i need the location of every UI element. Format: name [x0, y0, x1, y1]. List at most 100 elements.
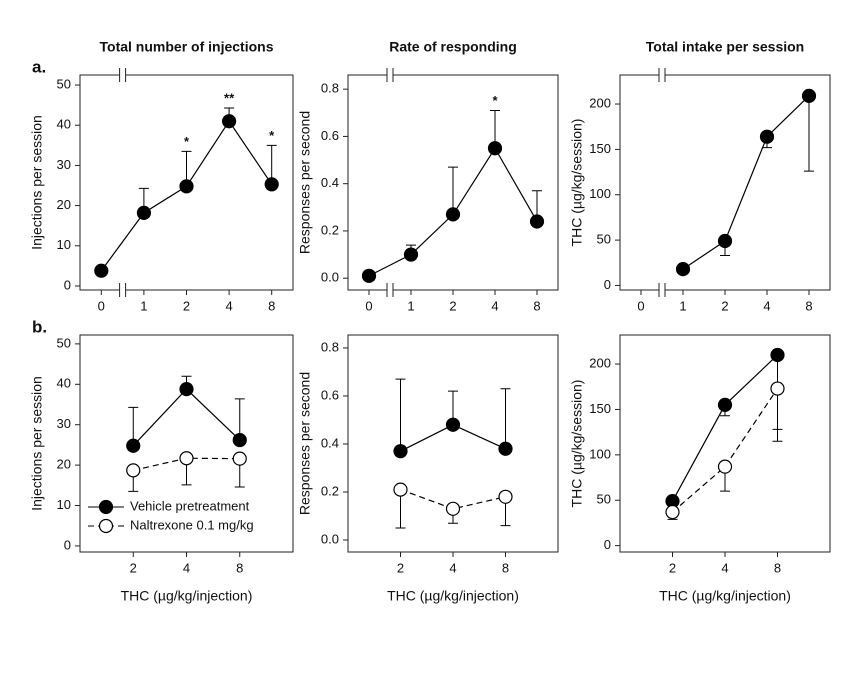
- x-tick-label: 1: [407, 298, 414, 313]
- series-line: [672, 388, 778, 513]
- error-bar: [395, 378, 406, 452]
- data-point: [232, 451, 247, 466]
- x-tick-label: 2: [183, 298, 190, 313]
- x-tick-label: 4: [183, 560, 190, 575]
- significance-mark: *: [492, 93, 498, 108]
- y-axis-label: Injections per session: [29, 115, 45, 250]
- x-tick-label: 0: [98, 298, 105, 313]
- y-tick-label: 30: [57, 416, 71, 431]
- data-point: [403, 247, 419, 262]
- y-tick-label: 0.0: [321, 270, 339, 285]
- data-point: [445, 417, 461, 432]
- x-tick-label: 0: [365, 298, 372, 313]
- x-tick-label: 8: [502, 560, 509, 575]
- data-point: [770, 381, 785, 396]
- legend-marker: [98, 518, 114, 534]
- axis-break-gap: [387, 73, 393, 77]
- axis-break-gap: [119, 73, 126, 77]
- x-axis-label: THC (µg/kg/injection): [659, 588, 791, 604]
- data-point: [529, 214, 545, 229]
- x-tick-label: 2: [449, 298, 456, 313]
- y-tick-label: 50: [597, 492, 611, 507]
- data-point: [487, 141, 503, 156]
- y-tick-label: 150: [589, 401, 611, 416]
- error-bar: [448, 166, 458, 215]
- y-tick-label: 10: [57, 497, 71, 512]
- data-point: [498, 441, 513, 456]
- y-tick-label: 150: [589, 141, 611, 156]
- chart-title: Total number of injections: [100, 39, 274, 55]
- x-tick-label: 8: [236, 560, 243, 575]
- data-point: [179, 451, 194, 466]
- y-axis-label: Responses per second: [297, 111, 313, 254]
- y-tick-label: 0: [64, 277, 71, 292]
- axis-break-gap: [659, 73, 665, 77]
- x-tick-label: 4: [491, 298, 498, 313]
- panel-label: a.: [32, 57, 46, 76]
- y-tick-label: 0: [604, 537, 611, 552]
- x-tick-label: 4: [721, 560, 728, 575]
- data-point: [770, 347, 785, 363]
- error-bar: [500, 388, 511, 449]
- y-axis-label: Responses per second: [297, 372, 313, 515]
- y-tick-label: 20: [57, 457, 71, 472]
- data-point: [445, 207, 461, 222]
- x-tick-label: 8: [268, 298, 275, 313]
- y-tick-label: 50: [57, 335, 71, 350]
- y-tick-label: 40: [57, 117, 71, 132]
- x-tick-label: 4: [449, 560, 456, 575]
- x-tick-label: 2: [669, 560, 676, 575]
- data-point: [126, 463, 141, 478]
- x-tick-label: 0: [637, 298, 644, 313]
- x-tick-label: 1: [679, 298, 686, 313]
- data-point: [361, 268, 377, 283]
- chart-title: Total intake per session: [646, 39, 804, 55]
- x-tick-label: 1: [140, 298, 147, 313]
- y-tick-label: 0.6: [321, 387, 339, 402]
- y-tick-label: 0.4: [321, 435, 339, 450]
- y-axis-label: THC (µg/kg/session): [569, 119, 585, 247]
- axis-break-gap: [387, 288, 393, 292]
- y-tick-label: 0.0: [321, 531, 339, 546]
- y-tick-label: 50: [57, 76, 71, 91]
- data-point: [665, 504, 680, 520]
- error-bar: [804, 95, 814, 172]
- data-point: [498, 489, 513, 504]
- data-point: [222, 114, 237, 129]
- x-tick-label: 8: [805, 298, 812, 313]
- data-point: [717, 397, 733, 413]
- y-tick-label: 200: [589, 355, 611, 370]
- y-tick-label: 20: [57, 197, 71, 212]
- x-tick-label: 4: [763, 298, 770, 313]
- y-tick-label: 100: [589, 186, 611, 201]
- y-tick-label: 0: [64, 537, 71, 552]
- y-tick-label: 30: [57, 157, 71, 172]
- data-point: [717, 233, 733, 249]
- x-tick-label: 2: [130, 560, 137, 575]
- data-point: [232, 432, 247, 448]
- y-tick-label: 0.6: [321, 128, 339, 143]
- y-tick-label: 50: [597, 232, 611, 247]
- axis-break-gap: [119, 288, 126, 292]
- y-tick-label: 0.2: [321, 483, 339, 498]
- x-tick-label: 4: [225, 298, 232, 313]
- y-tick-label: 10: [57, 237, 71, 252]
- x-tick-label: 2: [397, 560, 404, 575]
- significance-mark: *: [184, 134, 190, 149]
- significance-mark: *: [269, 128, 275, 143]
- x-tick-label: 8: [774, 560, 781, 575]
- y-axis-label: THC (µg/kg/session): [569, 380, 585, 508]
- data-point: [264, 177, 279, 192]
- y-tick-label: 40: [57, 376, 71, 391]
- y-tick-label: 0.4: [321, 175, 339, 190]
- significance-mark: **: [224, 90, 235, 105]
- data-point: [801, 88, 817, 103]
- y-tick-label: 0: [604, 277, 611, 292]
- data-point: [393, 444, 408, 459]
- data-point: [717, 459, 733, 474]
- data-point: [759, 129, 775, 144]
- legend-label: Naltrexone 0.1 mg/kg: [130, 517, 254, 532]
- x-axis-label: THC (µg/kg/injection): [121, 588, 253, 604]
